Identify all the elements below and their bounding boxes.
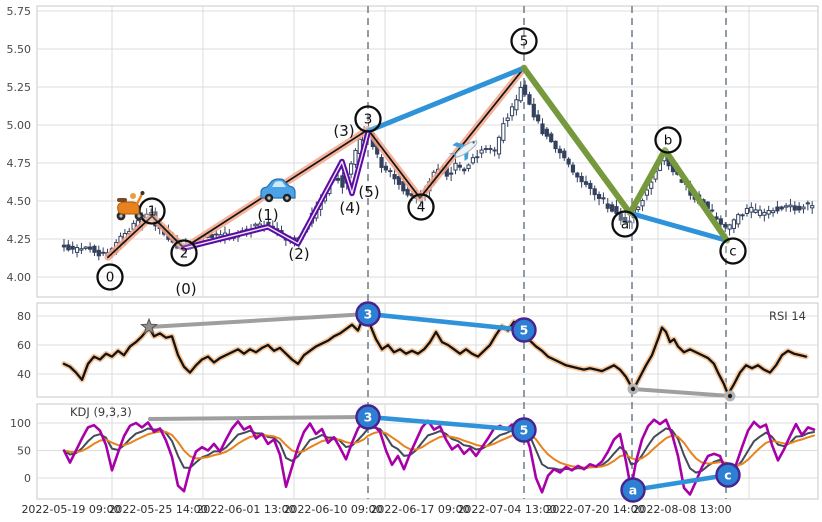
- indicator-badge-3: 3: [355, 301, 381, 327]
- svg-text:c: c: [729, 244, 736, 260]
- scooter-icon: [116, 191, 145, 221]
- svg-text:1: 1: [148, 204, 157, 220]
- y-tick-label: 50: [17, 445, 31, 458]
- wave-marker-3: 3: [354, 105, 382, 133]
- svg-text:2: 2: [180, 246, 189, 262]
- indicator-badge-c: c: [715, 462, 741, 488]
- y-tick-label: 4.75: [7, 157, 32, 170]
- correction-wave-line: [521, 65, 730, 244]
- gray-trendline: [631, 387, 732, 398]
- svg-text:5: 5: [520, 323, 529, 338]
- wave-labels: 0 1 2 3 4 5 a b c (0) (1) (2) (3) (4)(5): [96, 27, 747, 298]
- svg-text:3: 3: [364, 410, 373, 425]
- car-icon: [260, 178, 296, 203]
- wave-marker-b: b: [654, 126, 682, 154]
- blue-trendline: [365, 65, 527, 134]
- wave-marker-4: 4: [407, 193, 435, 221]
- y-tick-label: 100: [10, 417, 31, 430]
- subwave-label-(2): (2): [288, 245, 309, 263]
- y-tick-label: 80: [17, 310, 31, 323]
- y-tick-label: 60: [17, 339, 31, 352]
- y-tick-label: 40: [17, 368, 31, 381]
- blue-indicator-trendline: [630, 472, 731, 493]
- y-tick-label: 4.00: [7, 271, 32, 284]
- blue-indicator-trendline: [365, 414, 527, 433]
- wave-marker-5: 5: [510, 27, 538, 55]
- subwave-label-(1): (1): [257, 206, 278, 224]
- indicator-badge-3: 3: [355, 404, 381, 430]
- svg-text:b: b: [664, 133, 673, 149]
- wave-marker-c: c: [719, 237, 747, 265]
- vehicle-icons: [116, 140, 478, 221]
- indicator-badge-5: 5: [511, 417, 537, 443]
- svg-text:3: 3: [364, 112, 373, 128]
- subwave-label-(4): (4): [339, 199, 360, 217]
- svg-text:5: 5: [520, 423, 529, 438]
- wave-marker-0: 0: [96, 263, 124, 291]
- svg-text:c: c: [724, 468, 731, 483]
- svg-text:0: 0: [106, 270, 115, 286]
- wave-marker-2: 2: [170, 239, 198, 267]
- blue-trendline: [627, 210, 730, 244]
- indicator-badge-5: 5: [511, 317, 537, 343]
- wave-marker-a: a: [611, 210, 639, 238]
- subwave-label-(3): (3): [333, 122, 354, 140]
- star-marker: [140, 317, 158, 335]
- x-tick-label: 2022-07-04 13:00: [457, 503, 556, 516]
- y-tick-label: 5.00: [7, 119, 32, 132]
- y-tick-label: 5.25: [7, 81, 32, 94]
- svg-text:4: 4: [417, 200, 426, 216]
- gray-trendline: [147, 312, 370, 329]
- y-tick-label: 4.50: [7, 195, 32, 208]
- kdj-indicator: [62, 417, 816, 496]
- x-tick-label: 2022-06-01 13:00: [196, 503, 295, 516]
- rsi-indicator: [61, 311, 809, 397]
- svg-text:5: 5: [520, 34, 529, 50]
- y-tick-label: 4.25: [7, 233, 32, 246]
- x-tick-label: 2022-05-19 09:00: [21, 503, 120, 516]
- y-tick-label: 0: [24, 472, 31, 485]
- subwave-label-(5): (5): [358, 183, 379, 201]
- kdj-legend-label: KDJ (9,3,3): [70, 405, 132, 419]
- x-tick-label: 2022-06-10 09:00: [283, 503, 382, 516]
- axis-tick-labels: 5.755.505.255.004.754.504.254.0080604010…: [7, 5, 732, 516]
- airplane-icon: [448, 140, 478, 161]
- y-tick-label: 5.75: [7, 5, 32, 18]
- subwave-label-(0): (0): [175, 280, 196, 298]
- blue-indicator-trendline: [365, 311, 527, 333]
- rsi-legend-label: RSI 14: [769, 309, 806, 323]
- x-tick-label: 2022-05-25 14:00: [108, 503, 207, 516]
- svg-text:a: a: [629, 483, 637, 498]
- gridlines: [36, 5, 819, 500]
- x-tick-label: 2022-08-08 13:00: [632, 503, 731, 516]
- svg-text:3: 3: [364, 307, 373, 322]
- y-tick-label: 5.50: [7, 43, 32, 56]
- x-tick-label: 2022-07-20 14:00: [545, 503, 644, 516]
- svg-text:a: a: [621, 217, 629, 233]
- indicator-badges: 3 5 3 5 a c: [140, 301, 741, 503]
- x-tick-label: 2022-06-17 09:00: [370, 503, 469, 516]
- gray-trendline: [148, 415, 370, 421]
- wave-marker-1: 1: [138, 197, 166, 225]
- indicator-badge-a: a: [620, 477, 646, 503]
